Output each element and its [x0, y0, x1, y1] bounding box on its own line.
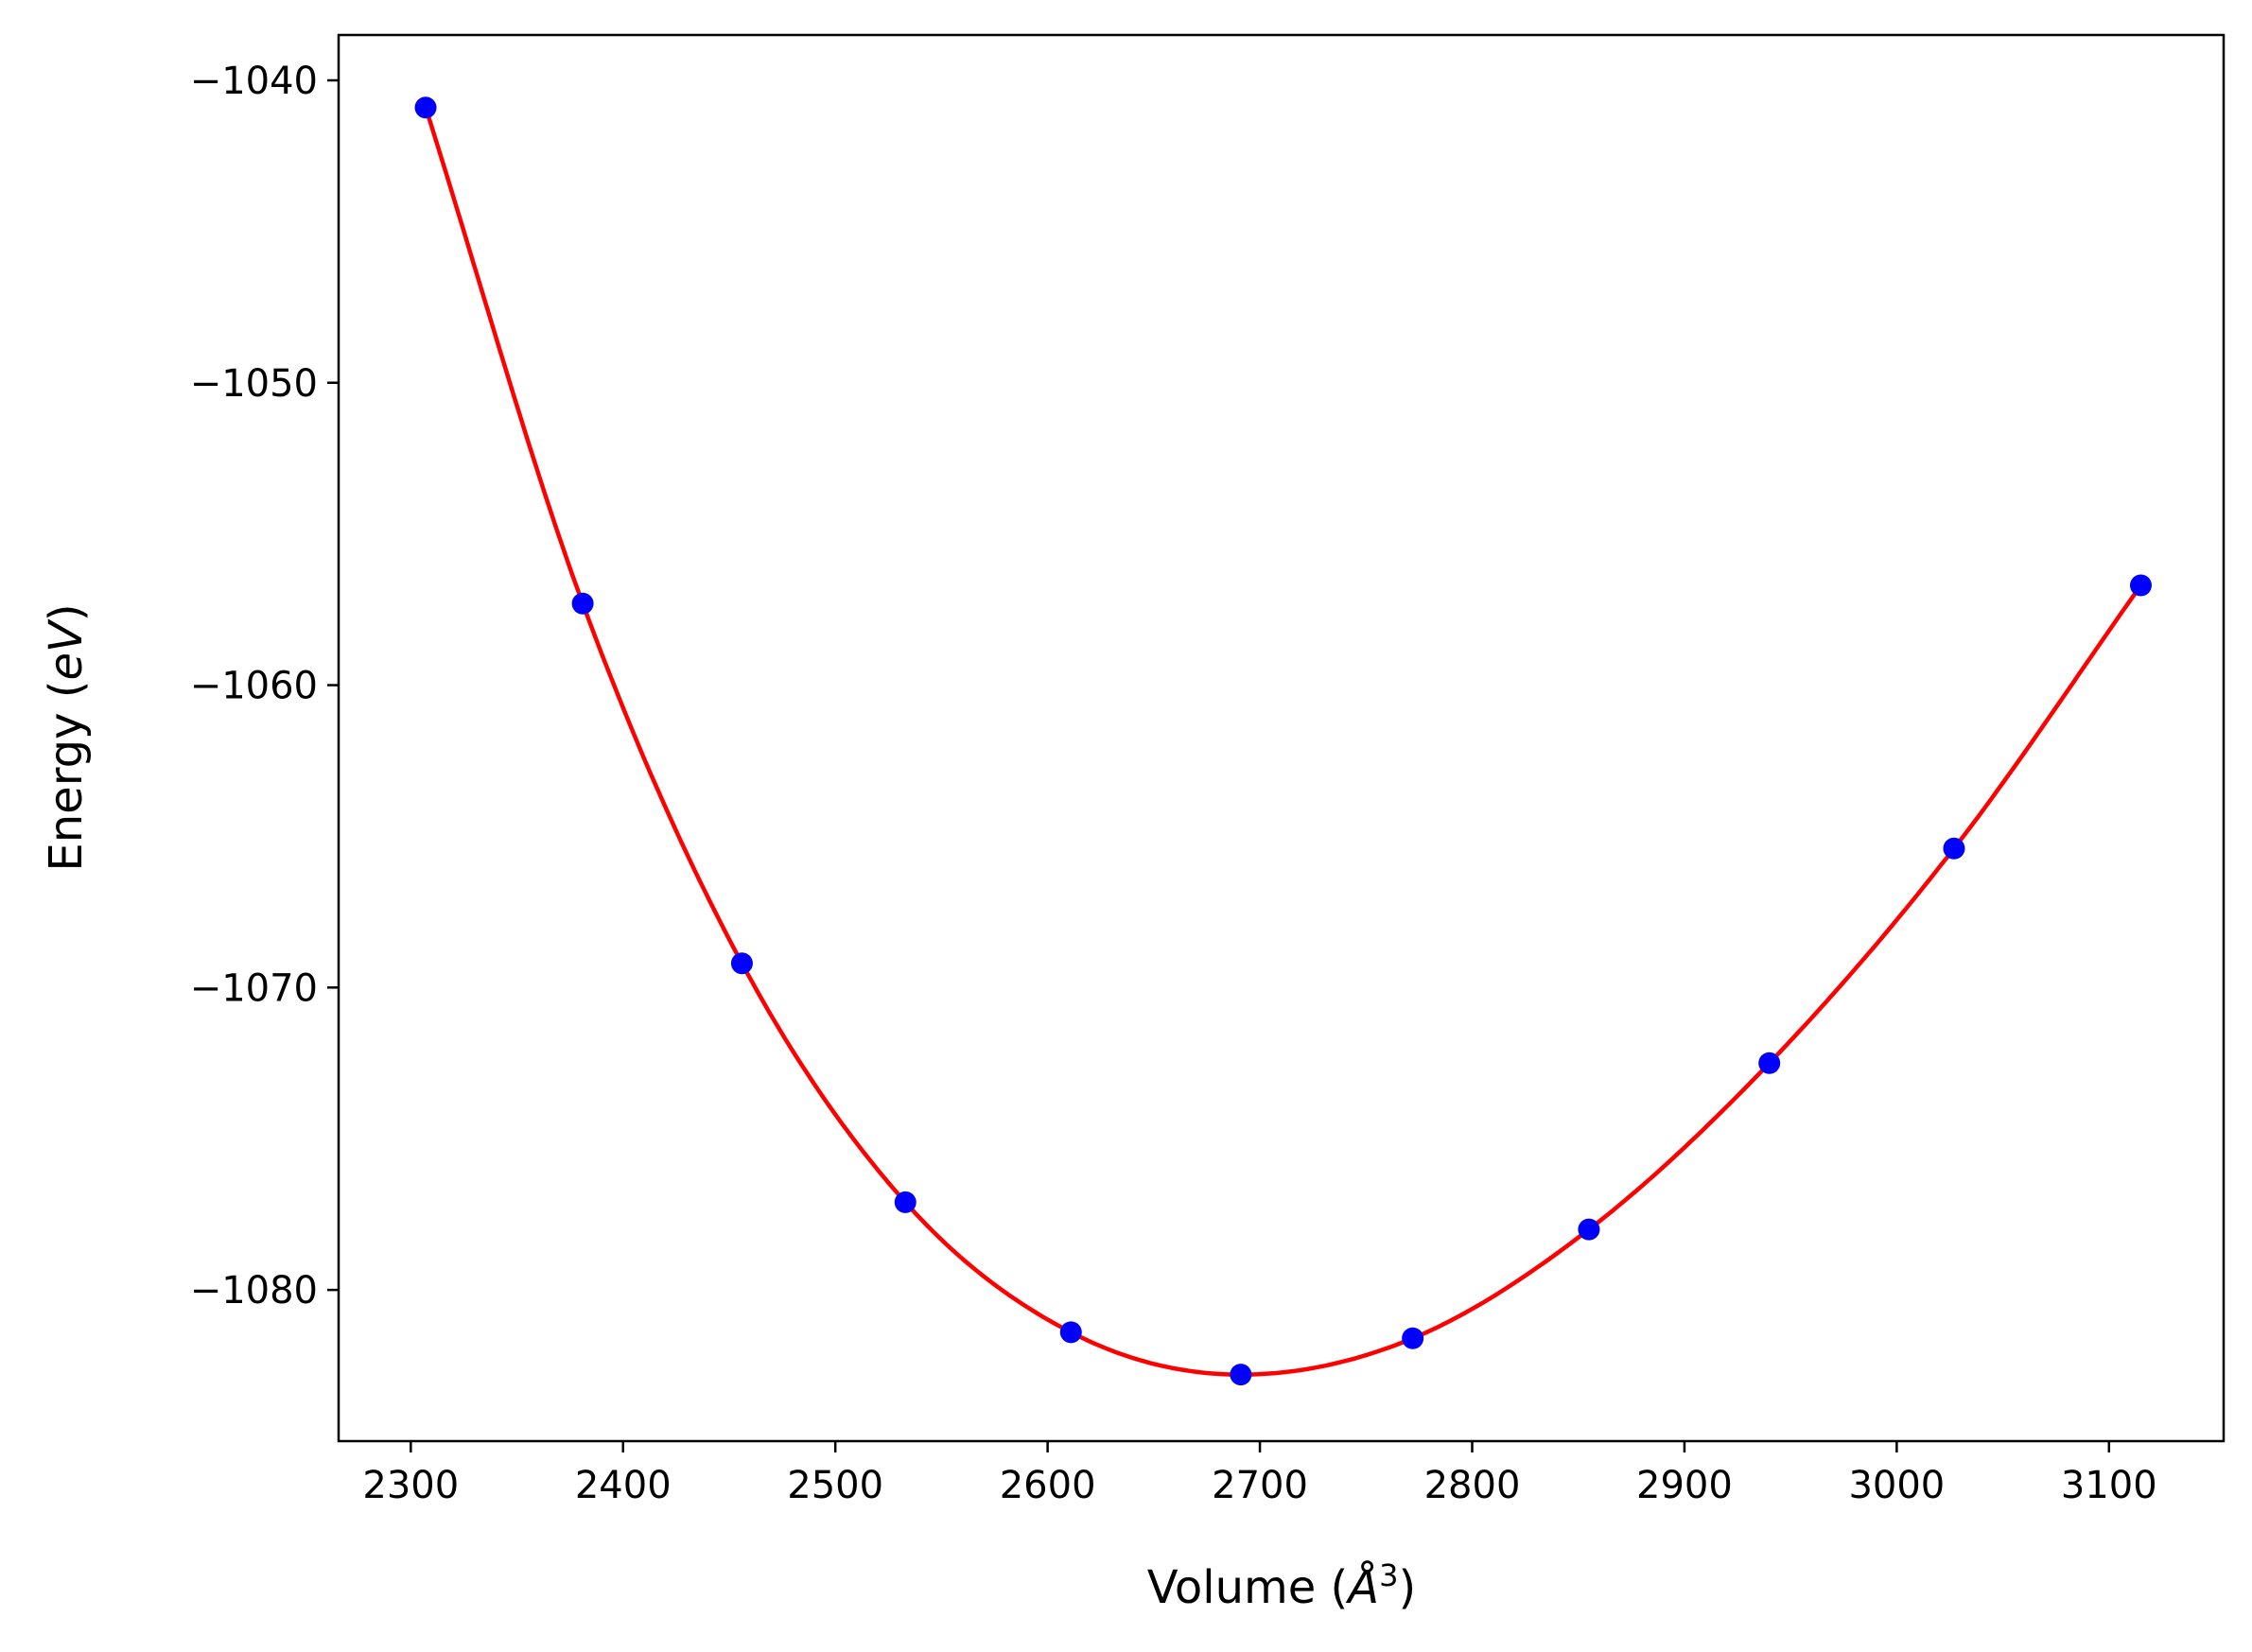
data-point [1758, 1052, 1781, 1074]
x-tick-label: 2300 [362, 1464, 459, 1507]
x-tick-label: 2700 [1212, 1464, 1308, 1507]
data-point [571, 592, 594, 615]
x-axis-label: Volume (Å3) [1147, 1557, 1416, 1614]
data-point [2129, 574, 2152, 597]
y-tick-label: −1080 [190, 1269, 318, 1313]
x-tick-label: 2600 [1000, 1464, 1096, 1507]
data-point [1578, 1218, 1600, 1241]
x-tick-label: 2900 [1636, 1464, 1733, 1507]
data-point [1943, 837, 1965, 860]
y-tick-label: −1040 [190, 60, 318, 103]
y-tick-label: −1070 [190, 966, 318, 1010]
y-tick-label: −1050 [190, 362, 318, 406]
x-tick-label: 2800 [1424, 1464, 1521, 1507]
data-point [894, 1191, 917, 1213]
x-tick-label: 2500 [787, 1464, 883, 1507]
data-point [730, 952, 753, 975]
y-axis-label: Energy (eV) [40, 603, 93, 871]
x-tick-label: 2400 [575, 1464, 672, 1507]
data-point [1230, 1364, 1252, 1386]
data-point [414, 96, 437, 119]
plot-frame [337, 33, 2226, 1443]
data-point [1059, 1321, 1082, 1344]
plot-area [414, 96, 2152, 1386]
x-tick-label: 3000 [1848, 1464, 1945, 1507]
y-tick-label: −1060 [190, 665, 318, 708]
x-tick-label: 3100 [2061, 1464, 2157, 1507]
data-point [1402, 1327, 1424, 1349]
axis-ticks: 2300 2400 2500 2600 2700 2800 2900 3000 3100 −104… [190, 60, 2157, 1507]
